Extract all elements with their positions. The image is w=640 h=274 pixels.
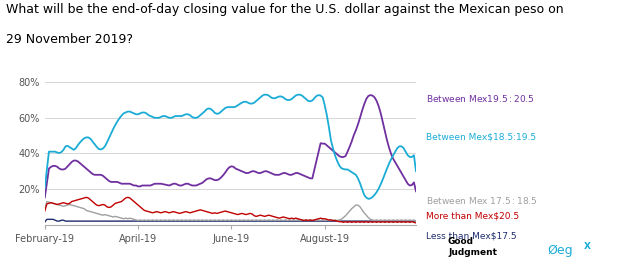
- Text: Good
Judgment: Good Judgment: [448, 236, 497, 257]
- Text: Between Mex $17.5:$18.5: Between Mex $17.5:$18.5: [426, 195, 537, 206]
- Text: Between Mex$19.5:$20.5: Between Mex$19.5:$20.5: [426, 93, 534, 104]
- Text: What will be the end-of-day closing value for the U.S. dollar against the Mexica: What will be the end-of-day closing valu…: [6, 3, 564, 16]
- Text: More than Mex$20.5: More than Mex$20.5: [426, 212, 519, 221]
- Text: Between Mex$18.5:19.5: Between Mex$18.5:19.5: [426, 133, 536, 141]
- Text: Less than Mex$17.5: Less than Mex$17.5: [426, 231, 516, 240]
- Text: 29 November 2019?: 29 November 2019?: [6, 33, 133, 46]
- Text: X: X: [584, 242, 591, 251]
- Text: Øeg: Øeg: [547, 244, 573, 257]
